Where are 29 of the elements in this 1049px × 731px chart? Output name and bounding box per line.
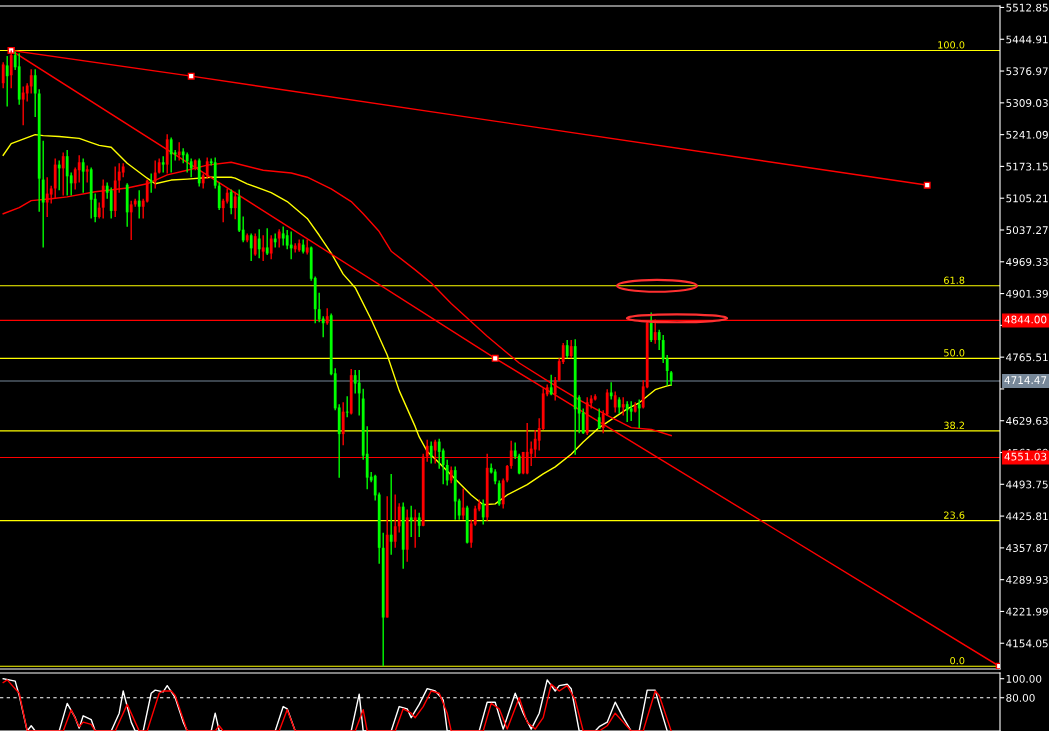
annotation: 61.8 xyxy=(944,276,965,284)
y-tick-label: 4969.33 xyxy=(1006,258,1048,266)
y-tick-label: 4289.93 xyxy=(1006,575,1048,584)
y-tick-label: 5309.03 xyxy=(1006,99,1048,107)
y-tick-label: 100.00 xyxy=(1006,674,1042,683)
y-tick-label: 4765.51 xyxy=(1006,353,1048,362)
y-tick-label: 5105.21 xyxy=(1006,194,1048,203)
annotation: 50.0 xyxy=(944,349,965,357)
y-tick-label: 4425.81 xyxy=(1006,512,1048,521)
y-tick-label: 80.00 xyxy=(1006,693,1035,702)
y-tick-label: 4901.39 xyxy=(1006,289,1048,298)
y-tick-label: 5241.09 xyxy=(1006,130,1048,139)
ref-line-label: 4551.03 xyxy=(1004,452,1047,461)
y-tick-label: 4221.99 xyxy=(1006,607,1048,616)
annotation: 0.0 xyxy=(950,656,965,665)
y-tick-label: 4357.87 xyxy=(1006,544,1048,552)
ref-line-label: 4844.00 xyxy=(1004,315,1047,324)
y-tick-label: 5376.97 xyxy=(1006,67,1048,76)
ref-line-label: 4714.47 xyxy=(1004,376,1047,384)
y-tick-label: 4154.05 xyxy=(1006,639,1048,648)
annotation: 100.0 xyxy=(938,41,965,49)
y-tick-label: 4629.63 xyxy=(1006,416,1048,425)
y-tick-label: 5173.15 xyxy=(1006,162,1048,171)
annotation: 38.2 xyxy=(944,421,965,429)
y-tick-label: 4493.75 xyxy=(1006,480,1048,489)
y-tick-label: 5444.91 xyxy=(1006,35,1048,44)
annotation: 23.6 xyxy=(944,511,965,519)
y-tick-label: 5512.85 xyxy=(1006,3,1048,12)
y-tick-label: 5037.27 xyxy=(1006,226,1048,235)
